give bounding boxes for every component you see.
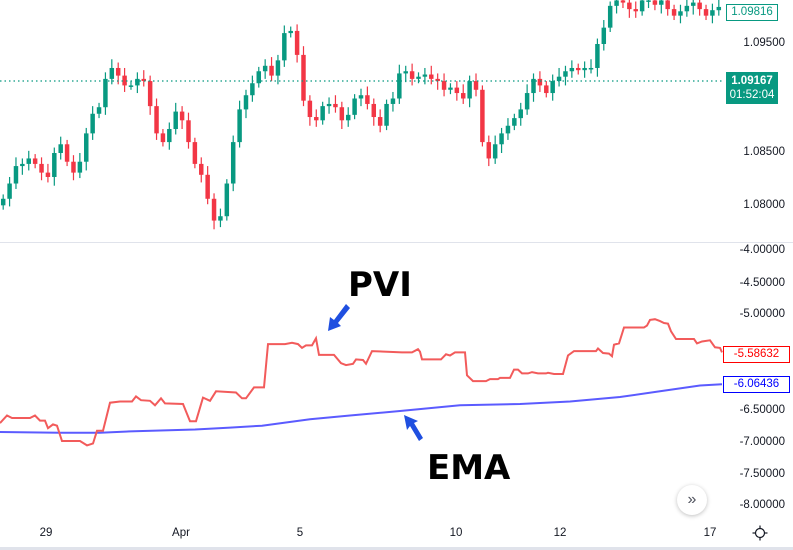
pvi-line xyxy=(0,318,723,447)
price-tick-label: 1.09500 xyxy=(743,37,785,49)
indicator-tick-label: -7.00000 xyxy=(739,436,785,448)
time-tick-label: Apr xyxy=(172,527,190,539)
time-tick-label: 5 xyxy=(296,527,304,539)
bar-countdown: 01:52:04 xyxy=(729,89,775,101)
indicator-tick-label: -4.50000 xyxy=(739,277,785,289)
indicator-pane xyxy=(0,318,723,447)
pane-separator[interactable] xyxy=(0,242,793,243)
indicator-tick-label: -6.50000 xyxy=(739,404,785,416)
indicator-tick-label: -5.00000 xyxy=(739,308,785,320)
price-tick-label: 1.08500 xyxy=(743,146,785,158)
ema-arrow-icon xyxy=(404,415,423,441)
indicator-tick-label: -4.00000 xyxy=(739,244,785,256)
pvi-annotation: PVI xyxy=(348,265,412,305)
last-price-tag: 1.09167 01:52:04 xyxy=(726,72,778,104)
pvi-arrow-icon xyxy=(328,304,350,331)
price-tick-label: 1.08000 xyxy=(743,199,785,211)
scroll-to-realtime-button[interactable]: » xyxy=(677,485,707,515)
ema-annotation: EMA xyxy=(427,448,511,488)
time-tick-label: 17 xyxy=(703,527,717,539)
high-price-tag: 1.09816 xyxy=(726,4,778,21)
last-price-value: 1.09167 xyxy=(731,75,773,87)
bottom-border xyxy=(0,547,793,550)
time-tick-label: 10 xyxy=(449,527,463,539)
candlestick-series xyxy=(0,0,722,230)
gear-icon[interactable] xyxy=(752,525,768,541)
indicator-tick-label: -7.50000 xyxy=(739,468,785,480)
ema-value-tag: -6.06436 xyxy=(723,376,790,393)
pvi-value-tag: -5.58632 xyxy=(723,346,790,363)
indicator-tick-label: -8.00000 xyxy=(739,499,785,511)
time-tick-label: 12 xyxy=(553,527,567,539)
time-tick-label: 29 xyxy=(39,527,53,539)
ema-line xyxy=(0,383,723,434)
